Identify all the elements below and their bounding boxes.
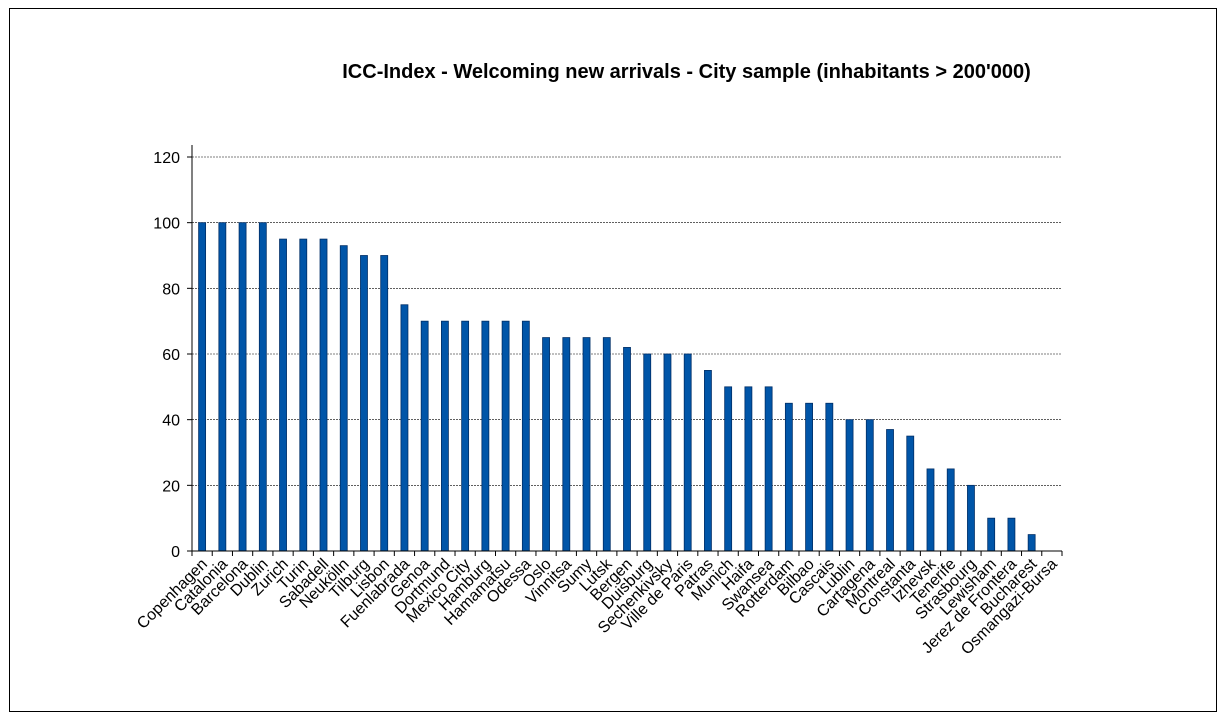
y-axis-tick-labels: 0 20 40 60 80 100 120 (153, 150, 180, 561)
bar (501, 320, 510, 552)
bar (319, 238, 328, 552)
bar (521, 320, 530, 552)
bar (461, 320, 470, 552)
bar (825, 402, 834, 552)
bar (441, 320, 449, 552)
chart-title-text: ICC-Index - Welcoming new arrivals - Cit… (342, 61, 1031, 83)
bar (198, 222, 207, 552)
bar (967, 484, 975, 552)
bar (845, 419, 854, 552)
bar (400, 304, 409, 552)
bar-series (198, 222, 1036, 552)
bar (258, 222, 267, 552)
bar (339, 245, 348, 552)
bar (238, 222, 247, 552)
bar (865, 419, 874, 552)
y-tick-label: 120 (153, 150, 180, 167)
bar (764, 386, 773, 552)
bar (886, 429, 894, 552)
bar (420, 320, 429, 552)
y-tick-label: 60 (162, 347, 180, 364)
bar (623, 347, 631, 552)
bar (218, 222, 227, 552)
bar (946, 468, 955, 552)
bar (1027, 534, 1036, 552)
bar (380, 255, 389, 552)
chart-title: ICC-Index - Welcoming new arrivals - Cit… (0, 61, 1227, 84)
bar (704, 370, 712, 552)
bar (724, 386, 733, 552)
bar (744, 386, 753, 552)
bar (643, 353, 652, 552)
y-tick-label: 20 (162, 478, 180, 495)
y-tick-label: 0 (171, 544, 180, 561)
bar (926, 468, 935, 552)
chart-frame (9, 8, 1217, 712)
bar (602, 337, 611, 552)
y-tick-label: 40 (162, 413, 180, 430)
bar (987, 517, 996, 552)
bar (582, 337, 591, 552)
bar (906, 435, 915, 552)
bar (542, 337, 550, 552)
bar (481, 320, 490, 552)
x-axis-category-labels: CopenhagenCataloniaBarcelonaDublinZurich… (134, 555, 1061, 658)
bar (279, 238, 287, 552)
bar (1007, 517, 1016, 552)
y-tick-label: 80 (162, 281, 180, 298)
y-tick-label: 100 (153, 216, 180, 233)
bar (663, 353, 672, 552)
bar (299, 238, 308, 552)
bar (683, 353, 692, 552)
bar (805, 402, 813, 552)
axes (187, 145, 1063, 556)
bar (562, 337, 571, 552)
bar (784, 402, 793, 552)
bar (360, 255, 368, 552)
